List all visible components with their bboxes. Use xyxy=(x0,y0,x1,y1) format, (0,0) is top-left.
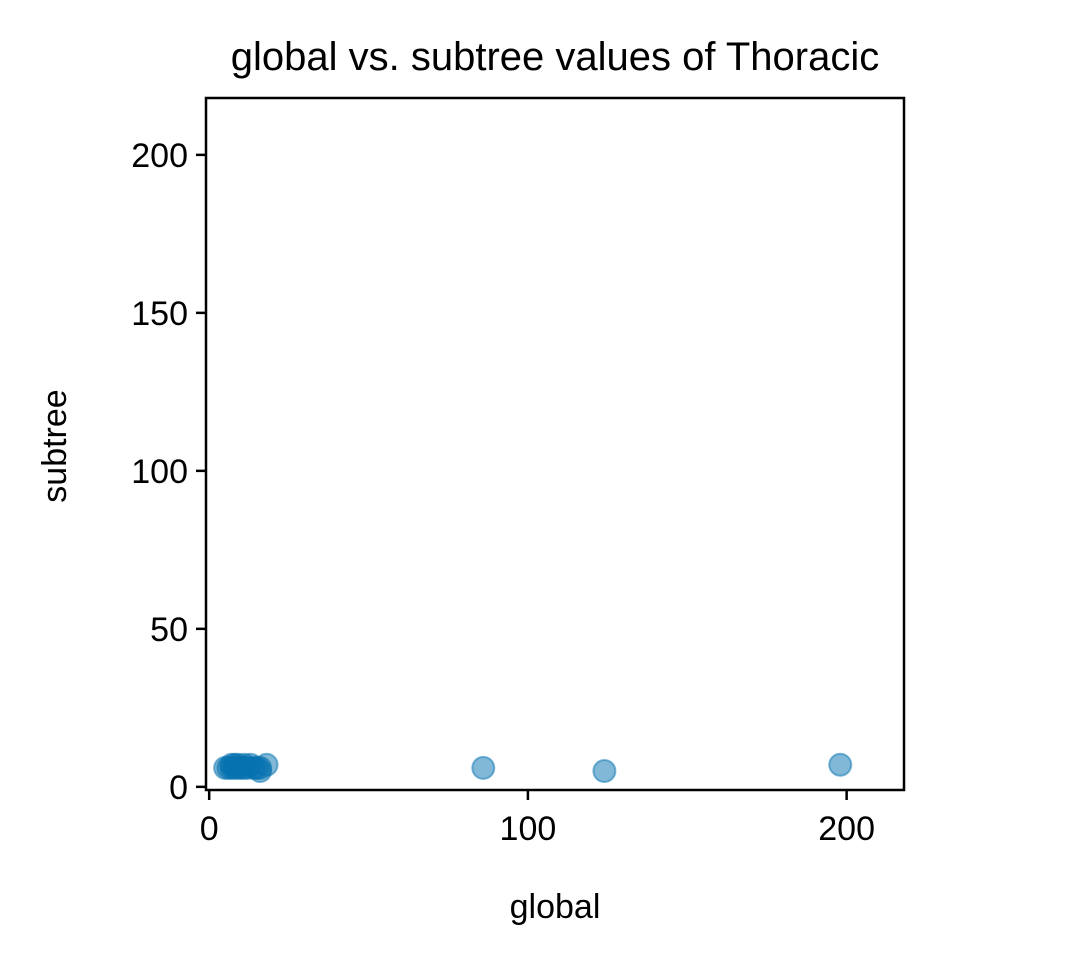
points-layer xyxy=(213,752,853,784)
x-tick-label: 0 xyxy=(200,810,219,848)
chart-title: global vs. subtree values of Thoracic xyxy=(231,35,880,79)
y-tick-label: 150 xyxy=(131,295,188,333)
scatter-point xyxy=(471,755,496,780)
x-tick-label: 100 xyxy=(500,810,557,848)
plot-frame xyxy=(204,96,906,792)
y-tick-label: 0 xyxy=(169,769,188,807)
y-tick-label: 200 xyxy=(131,137,188,175)
scatter-point xyxy=(254,752,279,777)
scatter-point xyxy=(592,759,617,784)
y-tick-label: 50 xyxy=(150,611,188,649)
x-tick-label: 200 xyxy=(818,810,875,848)
y-tick-label: 100 xyxy=(131,453,188,491)
y-axis-label: subtree xyxy=(36,389,74,502)
x-axis-label: global xyxy=(510,888,601,926)
scatter-point xyxy=(828,752,853,777)
ticks-layer: 0 100 200 0 50 100 150 200 xyxy=(131,137,875,848)
